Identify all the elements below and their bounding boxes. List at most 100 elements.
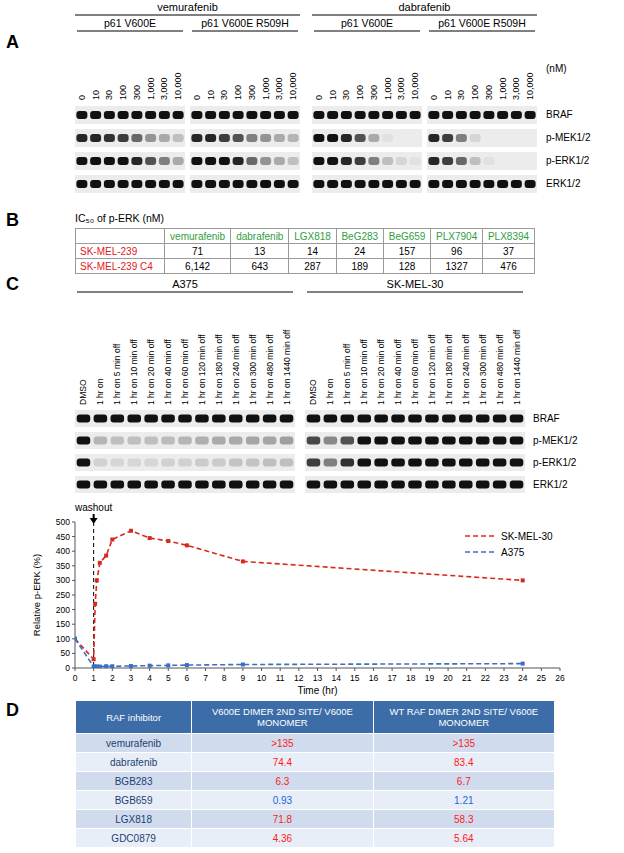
band (408, 459, 422, 467)
band (246, 437, 260, 445)
dose-label: 0 (192, 95, 202, 100)
header-cell: PLX7904 (431, 229, 483, 244)
band (233, 111, 244, 119)
y-tick (72, 522, 75, 523)
band (511, 180, 522, 188)
x-tick (336, 668, 337, 671)
row-label: BRAF (533, 413, 560, 424)
corner-cell (76, 229, 165, 244)
band (161, 459, 175, 467)
value-cell: 157 (383, 244, 430, 259)
band (442, 111, 453, 119)
x-tick (93, 668, 94, 671)
dose-label: 0 (429, 95, 439, 100)
blot-strip (427, 129, 537, 147)
band (442, 415, 456, 423)
point (110, 538, 114, 542)
header-rule (312, 15, 537, 16)
x-tick-label: 26 (555, 673, 565, 683)
band (476, 437, 490, 445)
header-cell: BeG283 (336, 229, 383, 244)
dose-label: 0 (77, 95, 87, 100)
point (75, 637, 77, 641)
lane-label: 1 hr on 480 min off (495, 334, 505, 405)
dose-label: 3,000 (159, 77, 169, 100)
lane-label: 1 hr on 240 min off (231, 334, 241, 405)
y-tick-label: 500 (56, 517, 70, 527)
band (263, 415, 277, 423)
band (476, 415, 490, 423)
blot-strip (312, 129, 422, 147)
x-tick-label: 3 (129, 673, 134, 683)
band (173, 180, 184, 188)
x-tick-label: 8 (222, 673, 227, 683)
group-name: p61 V600E R509H (438, 17, 526, 29)
lane-label: 1 hr on 10 min off (129, 338, 139, 405)
band (391, 481, 405, 489)
value-cell: 71 (165, 244, 231, 259)
row-label: p-ERK1/2 (546, 155, 590, 166)
band (246, 415, 260, 423)
drug-name: dabrafenib (399, 1, 451, 13)
legend-label: A375 (501, 547, 525, 558)
row-label: p-ERK1/2 (533, 457, 577, 468)
band (233, 157, 244, 165)
cell-line-name: SK-MEL-30 (387, 278, 444, 290)
band (127, 437, 141, 445)
panel-label: C (6, 274, 19, 294)
band (357, 459, 371, 467)
band (497, 180, 508, 188)
blot-strip (312, 152, 422, 170)
band (324, 481, 338, 489)
band (396, 157, 407, 165)
band (357, 415, 371, 423)
band (497, 157, 508, 165)
band (493, 437, 507, 445)
value-cell: 287 (289, 259, 336, 274)
row-label: p-MEK1/2 (546, 132, 591, 143)
band (191, 134, 202, 142)
series-line (75, 531, 523, 659)
x-tick (485, 668, 486, 671)
inhibitor-name: GDC0879 (76, 829, 192, 848)
plot-area (75, 529, 525, 668)
band (382, 157, 393, 165)
band (280, 437, 294, 445)
row-label: BRAF (546, 109, 573, 120)
band (511, 157, 522, 165)
band (144, 437, 158, 445)
band (118, 134, 129, 142)
band (229, 437, 243, 445)
x-tick (466, 668, 467, 671)
band (178, 459, 192, 467)
point (95, 578, 99, 582)
band (288, 180, 299, 188)
band (382, 134, 393, 142)
value-cell: 476 (483, 259, 535, 274)
value-cell: 13 (231, 244, 289, 259)
band (374, 481, 388, 489)
table-row: SK-MEL-239 C46,1426432871891281327476 (76, 259, 535, 274)
header-rule (307, 292, 523, 293)
band (324, 459, 338, 467)
x-tick-label: 14 (331, 673, 341, 683)
band (246, 111, 257, 119)
x-tick (149, 668, 150, 671)
x-tick (522, 668, 523, 671)
band (76, 111, 87, 119)
band (219, 111, 230, 119)
band (313, 157, 324, 165)
x-tick (280, 668, 281, 671)
band (525, 111, 536, 119)
unit-label: (nM) (546, 63, 567, 74)
header-rule (314, 31, 420, 32)
blot-strip (305, 410, 525, 427)
band (425, 437, 439, 445)
header-cell: V600E DIMER 2ND SITE/ V600E MONOMER (192, 701, 373, 734)
y-tick (72, 624, 75, 625)
header-cell: WT RAF DIMER 2ND SITE/ V600E MONOMER (373, 701, 554, 734)
lane-label: 1 hr on 40 min off (393, 338, 403, 405)
band (205, 134, 216, 142)
value-cell: 83.4 (373, 753, 554, 772)
blot-strip (190, 175, 300, 193)
